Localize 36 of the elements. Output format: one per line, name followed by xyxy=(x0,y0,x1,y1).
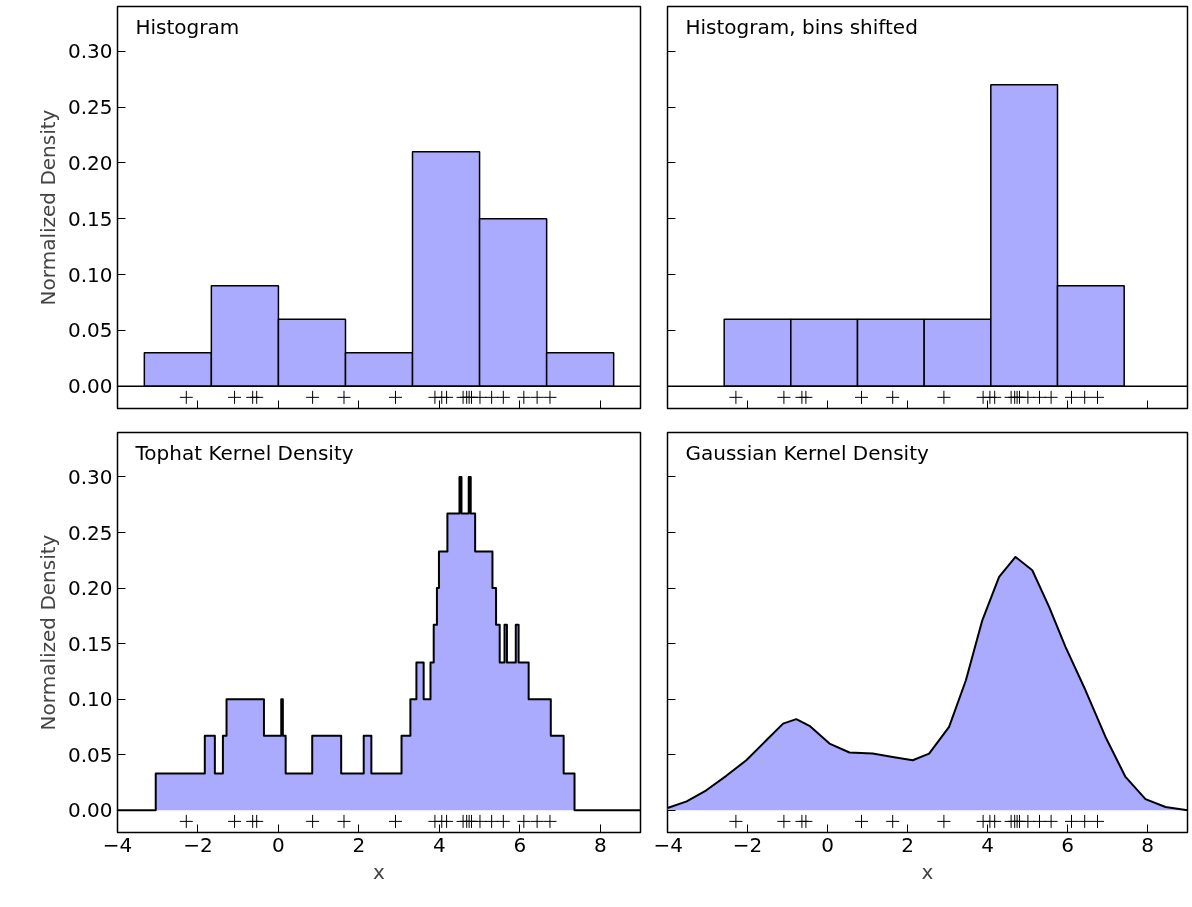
x-tick-label: 4 xyxy=(981,832,994,857)
y-tick-label: 0.25 xyxy=(67,95,113,119)
y-tick-label: 0.30 xyxy=(67,464,113,489)
y-tick-label: 0.30 xyxy=(67,39,113,64)
x-tick-label: 4 xyxy=(432,832,446,857)
x-axis-title: x xyxy=(921,859,934,884)
chart-title: Histogram xyxy=(135,14,240,39)
x-tick-label: 6 xyxy=(1061,832,1074,857)
y-tick-label: 0.00 xyxy=(67,798,113,823)
y-tick-label: 0.15 xyxy=(67,206,113,231)
x-tick-label: 2 xyxy=(901,832,914,857)
y-tick-label: 0.25 xyxy=(67,520,113,545)
y-axis-title: Normalized Density xyxy=(35,109,60,306)
y-tick-label: 0.05 xyxy=(67,742,113,767)
x-tick-label: −2 xyxy=(183,832,213,857)
x-axis-title: x xyxy=(373,859,386,884)
y-tick-label: 0.20 xyxy=(67,150,113,175)
y-tick-label: 0.10 xyxy=(67,687,113,712)
chart-title: Histogram, bins shifted xyxy=(685,14,918,39)
y-tick-label: 0.00 xyxy=(67,374,113,399)
x-tick-label: 0 xyxy=(821,832,834,857)
x-tick-label: 2 xyxy=(352,832,366,857)
x-tick-label: −4 xyxy=(102,832,133,857)
x-tick-label: −2 xyxy=(732,832,763,857)
y-tick-label: 0.20 xyxy=(67,576,113,601)
x-tick-label: 8 xyxy=(1141,832,1154,857)
y-axis-title: Normalized Density xyxy=(35,534,60,731)
text: Tophat Kernel Density xyxy=(134,440,354,465)
text: Gaussian Kernel Density xyxy=(685,440,929,465)
y-tick-label: 0.15 xyxy=(67,631,113,656)
y-tick-label: 0.10 xyxy=(67,262,113,287)
x-tick-label: 0 xyxy=(272,832,285,857)
y-tick-label: 0.05 xyxy=(67,318,113,343)
x-tick-label: 6 xyxy=(513,832,527,857)
x-tick-label: −4 xyxy=(653,832,683,857)
x-tick-label: 8 xyxy=(593,832,607,857)
